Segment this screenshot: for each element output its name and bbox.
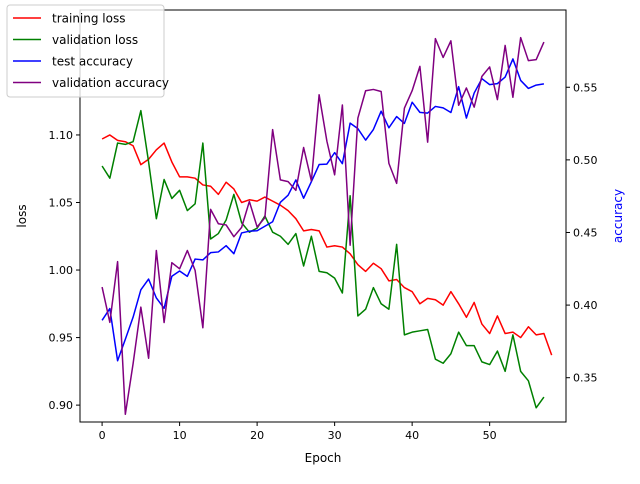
x-tick-label: 0 [99, 429, 106, 442]
series-line-test-accuracy [101, 58, 545, 362]
right-axis-label: accuracy [611, 189, 625, 243]
legend-label-validation-accuracy: validation accuracy [52, 76, 169, 90]
x-tick-label: 20 [250, 429, 264, 442]
right-y-tick-label: 0.45 [573, 226, 598, 239]
x-tick-label: 40 [405, 429, 419, 442]
left-y-tick-label: 1.10 [49, 129, 74, 142]
legend: training loss validation loss test accurac… [6, 4, 169, 98]
series-line-training-loss [101, 134, 553, 356]
left-y-tick-label: 0.95 [49, 332, 74, 345]
x-tick-label: 10 [173, 429, 187, 442]
x-tick-label: 50 [483, 429, 497, 442]
x-axis: 0 10 20 30 40 50 [99, 422, 497, 442]
series-line-validation-accuracy [101, 36, 545, 416]
left-y-tick-label: 0.90 [49, 399, 74, 412]
left-y-tick-label: 1.00 [49, 264, 74, 277]
plot-frame [79, 9, 567, 423]
right-y-tick-label: 0.55 [573, 81, 598, 94]
legend-label-test-accuracy: test accuracy [52, 55, 133, 69]
right-y-tick-label: 0.50 [573, 154, 598, 167]
right-y-tick-label: 0.40 [573, 299, 598, 312]
left-axis-label: loss [15, 204, 29, 227]
left-y-axis: 0.90 0.95 1.00 1.05 1.10 [49, 129, 80, 412]
right-y-tick-label: 0.35 [573, 372, 598, 385]
right-y-axis: 0.35 0.40 0.45 0.50 0.55 [566, 81, 598, 385]
legend-label-validation-loss: validation loss [52, 33, 138, 47]
x-tick-label: 30 [328, 429, 342, 442]
plot-lines [101, 36, 553, 416]
series-line-validation-loss [101, 109, 545, 409]
legend-label-training-loss: training loss [52, 12, 125, 26]
left-y-tick-label: 1.05 [49, 196, 74, 209]
x-axis-label: Epoch [305, 451, 342, 465]
legend-box [6, 4, 165, 98]
